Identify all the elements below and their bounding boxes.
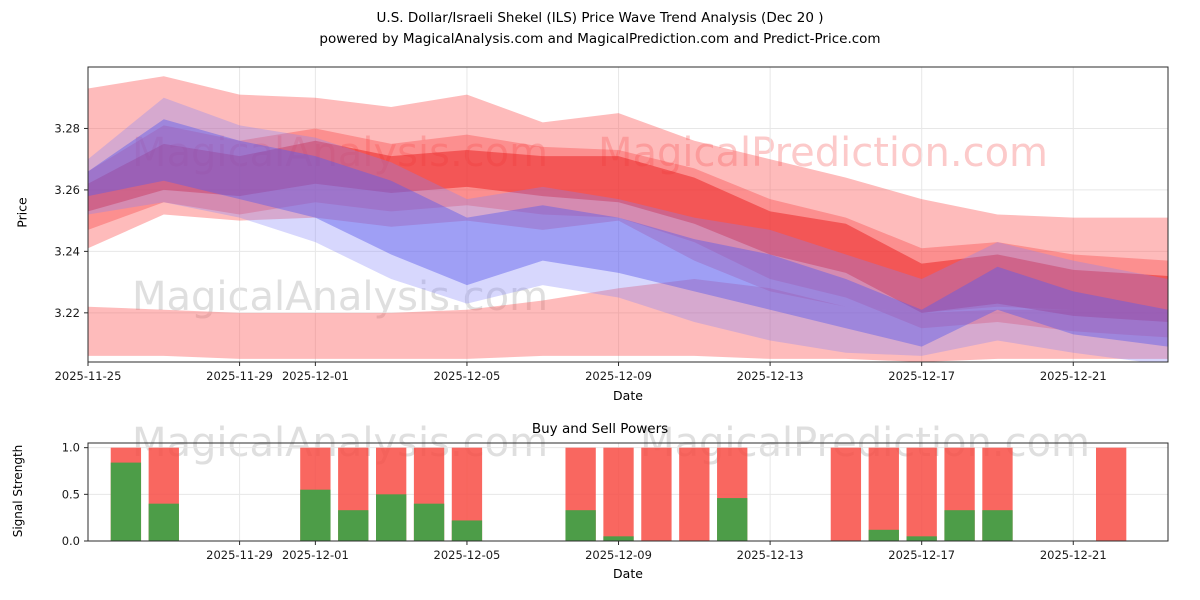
power-yaxis-label: Signal Strength (11, 444, 25, 538)
figure-title-line1: U.S. Dollar/Israeli Shekel (ILS) Price W… (376, 10, 824, 26)
sell-bar-2025-12-09 (603, 447, 634, 541)
figure-title-line2: powered by MagicalAnalysis.com and Magic… (319, 31, 881, 47)
price-y-tick-label: 3.24 (54, 244, 80, 258)
power-axes-frame (87, 442, 1169, 542)
price-y-tick-label: 3.26 (54, 183, 80, 197)
buy-bar-2025-12-03 (376, 494, 407, 541)
figure-title: U.S. Dollar/Israeli Shekel (ILS) Price W… (0, 8, 1200, 50)
buy-bar-2025-12-19 (982, 510, 1013, 541)
sell-bar-2025-12-11 (679, 447, 710, 541)
price-axes-frame (87, 66, 1169, 363)
price-x-tick-label: 2025-12-21 (1040, 369, 1107, 383)
buy-bar-2025-12-16 (868, 529, 899, 541)
sell-bar-2025-12-10 (641, 447, 672, 541)
price-band-red-core (88, 140, 1168, 323)
price-x-tick-label: 2025-12-01 (282, 369, 349, 383)
power-x-tick-label: 2025-11-29 (206, 548, 273, 562)
buy-bar-2025-12-04 (413, 503, 445, 541)
power-x-tick-label: 2025-12-05 (434, 548, 501, 562)
watermark-magicalprediction-price-chart: MagicalPrediction.com (598, 130, 1048, 176)
price-x-tick-label: 2025-12-17 (888, 369, 955, 383)
power-x-tick-label: 2025-12-17 (888, 548, 955, 562)
buy-bar-2025-11-26 (110, 462, 142, 541)
price-x-tick-label: 2025-11-29 (206, 369, 273, 383)
price-y-tick-label: 3.28 (54, 121, 80, 135)
price-band-blue-main (88, 119, 1168, 347)
power-chart-title: Buy and Sell Powers (531, 421, 669, 437)
price-y-tick-label: 3.22 (54, 306, 80, 320)
power-x-tick-label: 2025-12-21 (1040, 548, 1107, 562)
sell-bar-2025-12-17 (906, 447, 937, 541)
sell-bar-2025-12-15 (830, 447, 862, 541)
power-y-tick-label: 0.0 (62, 534, 80, 548)
price-band-blue-light (88, 97, 1168, 362)
buy-bar-2025-12-09 (603, 536, 634, 541)
price-yaxis-label: Price (14, 197, 30, 228)
power-xaxis-label: Date (613, 566, 643, 581)
buy-bar-2025-12-02 (338, 510, 369, 541)
price-xaxis-label: Date (613, 388, 643, 403)
buy-bar-2025-12-17 (906, 536, 937, 541)
power-x-tick-label: 2025-12-09 (585, 548, 652, 562)
price-band-red-lower-strip (88, 279, 1168, 362)
price-x-tick-label: 2025-12-09 (585, 369, 652, 383)
power-x-tick-label: 2025-12-13 (737, 548, 804, 562)
power-x-tick-label: 2025-12-01 (282, 548, 349, 562)
sell-bar-2025-12-22 (1096, 447, 1127, 541)
buy-bar-2025-12-05 (451, 520, 483, 541)
sell-bar-2025-12-16 (868, 447, 899, 541)
power-y-tick-label: 1.0 (62, 441, 80, 455)
buy-bar-2025-11-27 (148, 503, 179, 541)
buy-bar-2025-12-01 (300, 489, 331, 541)
price-x-tick-label: 2025-12-05 (434, 369, 501, 383)
price-x-tick-label: 2025-11-25 (55, 369, 122, 383)
price-x-tick-label: 2025-12-13 (737, 369, 804, 383)
power-y-tick-label: 0.5 (62, 487, 80, 501)
buy-bar-2025-12-12 (717, 498, 748, 541)
buy-bar-2025-12-18 (944, 510, 975, 541)
buy-bar-2025-12-08 (565, 510, 596, 541)
